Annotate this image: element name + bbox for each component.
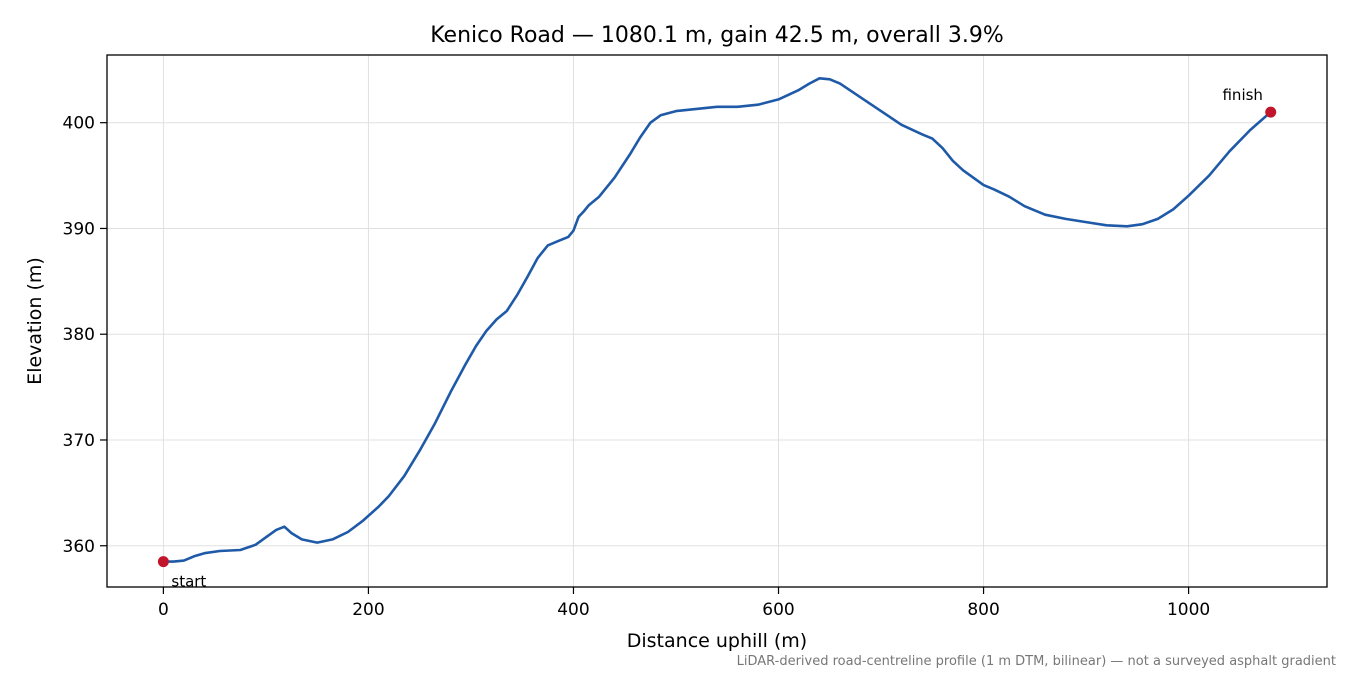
start-marker — [157, 556, 169, 568]
marker-layer: start finish — [157, 86, 1277, 591]
chart-title: Kenico Road — 1080.1 m, gain 42.5 m, ove… — [430, 23, 1004, 48]
finish-marker — [1265, 106, 1277, 118]
x-tick-label: 600 — [762, 600, 794, 620]
x-tick-label: 1000 — [1167, 600, 1210, 620]
y-axis-label: Elevation (m) — [24, 257, 46, 385]
start-label: start — [171, 573, 206, 591]
y-tick-label: 390 — [63, 219, 95, 239]
x-axis: 0 200 400 600 800 1000 — [158, 587, 1210, 620]
line-layer — [162, 77, 1272, 563]
x-tick-label: 0 — [158, 600, 169, 620]
x-tick-label: 800 — [967, 600, 999, 620]
y-axis: 360 370 380 390 400 — [63, 114, 107, 557]
y-tick-label: 400 — [63, 114, 95, 134]
plot-frame — [106, 54, 1328, 588]
x-tick-label: 400 — [557, 600, 589, 620]
elevation-line — [162, 77, 1272, 563]
finish-label: finish — [1222, 86, 1262, 104]
footnote: LiDAR-derived road-centreline profile (1… — [737, 654, 1336, 669]
y-tick-label: 380 — [63, 325, 95, 345]
x-axis-label: Distance uphill (m) — [627, 630, 807, 652]
y-tick-label: 360 — [63, 537, 95, 557]
x-tick-label: 200 — [352, 600, 384, 620]
y-tick-label: 370 — [63, 431, 95, 451]
grid-layer — [107, 55, 1327, 587]
